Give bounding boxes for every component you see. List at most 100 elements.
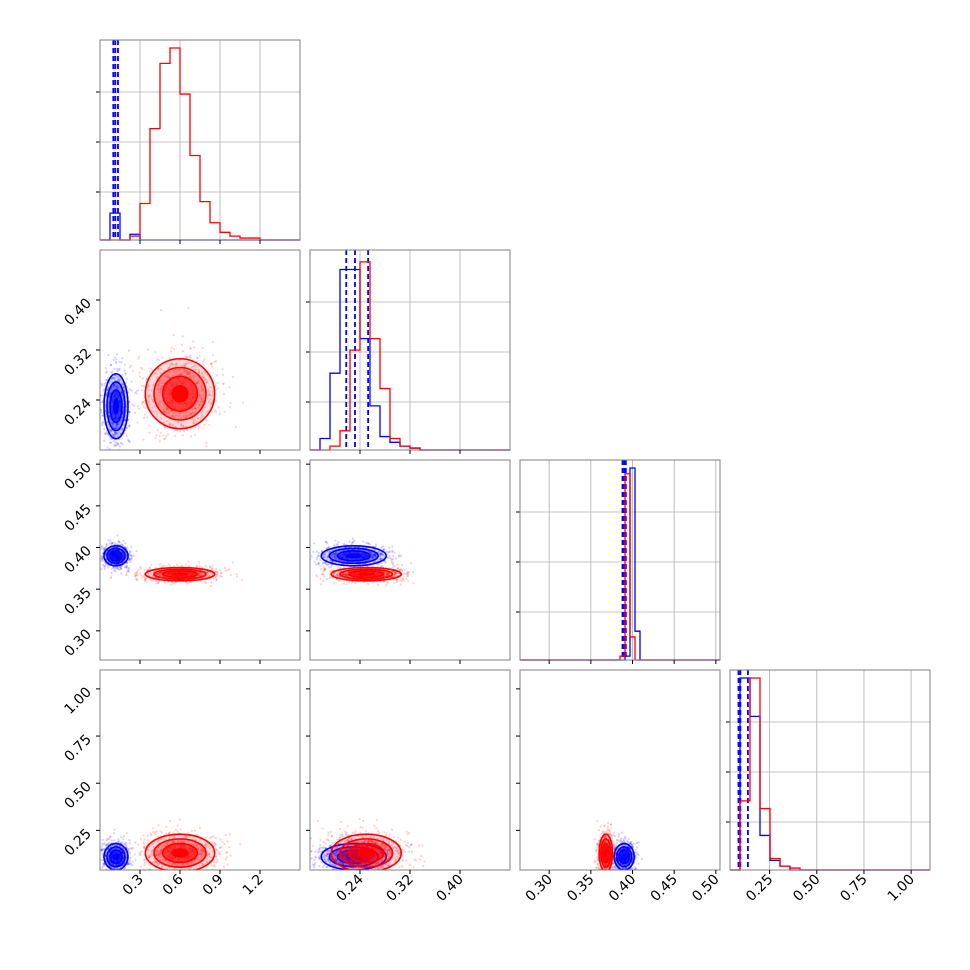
sample-point	[113, 542, 116, 545]
sample-point	[202, 389, 205, 392]
sample-point	[334, 539, 337, 542]
sample-point	[186, 428, 189, 432]
sample-point	[364, 564, 367, 567]
sample-point	[165, 419, 168, 423]
sample-point	[153, 569, 157, 573]
sample-point	[202, 375, 205, 378]
sample-point	[113, 356, 116, 359]
sample-point	[159, 378, 162, 382]
sample-point	[197, 379, 200, 382]
sample-point	[117, 379, 120, 382]
sample-point	[177, 368, 180, 371]
sample-point	[159, 431, 162, 435]
scatter-background	[100, 460, 300, 660]
sample-point	[371, 556, 374, 559]
sample-point	[345, 573, 349, 577]
sample-point	[127, 863, 130, 866]
sample-point	[307, 560, 309, 562]
sample-point	[197, 393, 201, 396]
sample-point	[128, 366, 132, 369]
sample-point	[125, 564, 128, 567]
sample-point	[113, 384, 116, 387]
sample-point	[185, 563, 188, 566]
sample-point	[96, 863, 98, 865]
sample-point	[121, 357, 124, 360]
sample-point	[198, 380, 201, 383]
sample-point	[315, 556, 318, 559]
sample-point	[385, 572, 388, 575]
sample-point	[113, 387, 116, 390]
sample-point	[344, 573, 348, 576]
sample-point	[173, 371, 176, 374]
sample-point	[333, 553, 336, 557]
sample-point	[164, 410, 167, 413]
sample-point	[128, 839, 131, 842]
sample-point	[184, 581, 187, 584]
sample-point	[351, 542, 354, 545]
sample-point	[184, 416, 187, 419]
sample-point	[120, 836, 123, 839]
sample-point	[109, 873, 111, 875]
sample-point	[112, 385, 115, 388]
sample-point	[117, 431, 121, 434]
sample-point	[194, 406, 197, 410]
sample-point	[134, 391, 137, 394]
sample-point	[120, 567, 123, 570]
sample-point	[378, 552, 381, 556]
sample-point	[407, 571, 410, 574]
sample-point	[403, 568, 406, 571]
sample-point	[167, 376, 170, 379]
sample-point	[310, 555, 313, 558]
sample-point	[231, 561, 235, 564]
sample-point	[122, 410, 125, 413]
sample-point	[109, 441, 112, 444]
sample-point	[187, 414, 190, 417]
sample-point	[140, 366, 143, 369]
sample-point	[195, 564, 199, 568]
sample-point	[158, 563, 162, 566]
sample-point	[167, 407, 170, 410]
sample-point	[103, 564, 107, 567]
sample-point	[368, 550, 371, 553]
sample-point	[405, 575, 409, 578]
sample-point	[198, 354, 201, 357]
sample-point	[317, 551, 320, 555]
sample-point	[166, 374, 169, 377]
sample-point	[396, 579, 399, 582]
sample-point	[215, 573, 219, 576]
sample-point	[109, 835, 112, 838]
sample-point	[381, 545, 384, 548]
sample-point	[396, 566, 399, 570]
sample-point	[123, 842, 127, 846]
sample-point	[104, 854, 107, 857]
sample-point	[396, 579, 399, 582]
sample-point	[105, 838, 108, 842]
sample-point	[191, 412, 194, 415]
sample-point	[128, 859, 131, 862]
sample-point	[388, 572, 391, 575]
sample-point	[95, 565, 97, 567]
sample-point	[169, 364, 172, 367]
sample-point	[113, 431, 117, 434]
sample-point	[123, 419, 127, 422]
sample-point	[220, 575, 223, 578]
sample-point	[235, 573, 238, 576]
sample-point	[110, 575, 113, 578]
sample-point	[156, 388, 159, 391]
sample-point	[386, 573, 389, 576]
sample-point	[164, 375, 167, 378]
sample-point	[101, 852, 104, 855]
hist-background	[730, 670, 930, 870]
sample-point	[154, 410, 157, 413]
sample-point	[221, 368, 224, 371]
sample-point	[148, 400, 151, 404]
sample-point	[390, 560, 393, 563]
sample-point	[335, 552, 338, 555]
sample-point	[328, 550, 332, 553]
sample-point	[196, 356, 199, 360]
sample-point	[109, 391, 112, 394]
sample-point	[364, 549, 367, 552]
sample-point	[374, 560, 377, 563]
density-contour	[171, 572, 189, 576]
sample-point	[179, 430, 182, 433]
